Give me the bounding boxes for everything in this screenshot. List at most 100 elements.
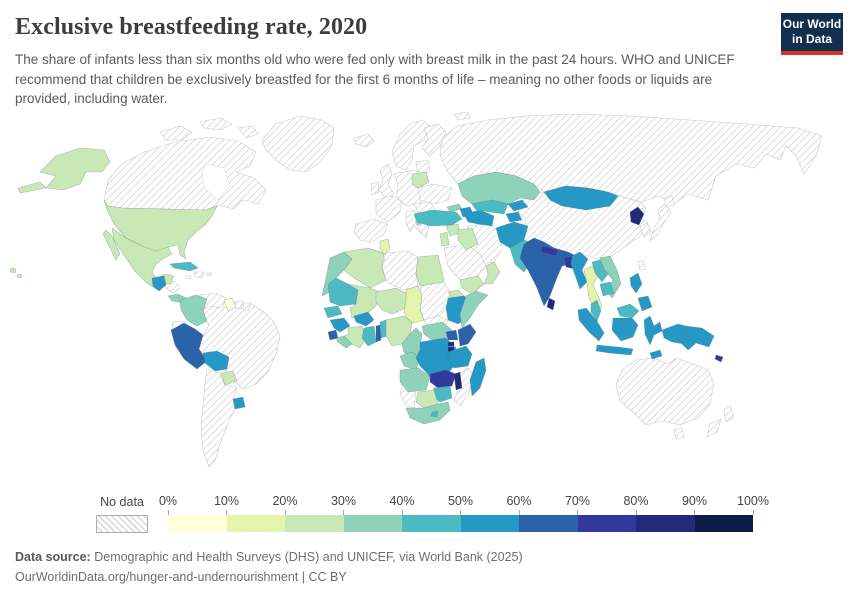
country-guatemala[interactable]	[151, 275, 167, 292]
country-svalbard[interactable]	[453, 112, 471, 121]
country-lesotho[interactable]	[430, 410, 439, 418]
country-iraq[interactable]	[457, 227, 479, 251]
country-rwanda[interactable]	[447, 341, 455, 347]
country-uganda[interactable]	[445, 329, 459, 341]
country-japan-hokkaido[interactable]	[663, 195, 675, 208]
country-new-zealand-south[interactable]	[706, 418, 722, 438]
country-mongolia[interactable]	[543, 185, 619, 211]
country-chad[interactable]	[403, 285, 425, 325]
country-philippines-mindanao[interactable]	[637, 295, 653, 312]
country-egypt[interactable]	[415, 254, 445, 287]
country-mexico[interactable]	[111, 227, 175, 291]
country-java[interactable]	[595, 344, 634, 356]
country-madagascar[interactable]	[469, 357, 487, 397]
country-ireland[interactable]	[370, 181, 380, 196]
country-peru[interactable]	[170, 322, 208, 370]
legend-color-swatch[interactable]	[519, 515, 578, 532]
country-iberia[interactable]	[353, 218, 389, 243]
country-north-korea[interactable]	[629, 206, 645, 226]
legend-color-swatch[interactable]	[460, 515, 519, 532]
legend-color-swatch[interactable]	[285, 515, 344, 532]
country-uzbekistan[interactable]	[471, 199, 509, 215]
country-senegal[interactable]	[323, 305, 343, 319]
country-baltics[interactable]	[415, 159, 431, 175]
country-hispaniola[interactable]	[193, 271, 205, 279]
country-mauritania[interactable]	[327, 277, 359, 307]
country-uruguay[interactable]	[232, 396, 246, 410]
country-jordan-israel[interactable]	[439, 231, 450, 247]
country-canada-arctic-1[interactable]	[159, 125, 193, 141]
country-tasmania[interactable]	[673, 427, 685, 440]
country-canada-arctic-3[interactable]	[237, 125, 259, 139]
country-tanzania[interactable]	[447, 345, 473, 369]
country-sulawesi[interactable]	[643, 315, 663, 346]
country-angola[interactable]	[399, 367, 431, 393]
country-sumatra[interactable]	[577, 307, 605, 342]
country-burkina-faso[interactable]	[353, 311, 375, 327]
country-libya[interactable]	[381, 250, 419, 291]
legend-color-swatch[interactable]	[694, 515, 753, 532]
legend-color-swatch[interactable]	[168, 515, 227, 532]
country-guinea[interactable]	[329, 317, 351, 333]
country-nepal[interactable]	[540, 245, 559, 257]
country-paraguay[interactable]	[220, 370, 238, 386]
country-togo[interactable]	[375, 324, 382, 343]
country-cambodia[interactable]	[599, 281, 615, 297]
country-kalimantan[interactable]	[611, 317, 639, 342]
country-new-zealand-north[interactable]	[723, 405, 735, 423]
country-sri-lanka[interactable]	[546, 297, 556, 311]
country-south-korea[interactable]	[639, 222, 652, 238]
country-algeria[interactable]	[343, 247, 387, 289]
country-india[interactable]	[519, 237, 577, 307]
owid-link[interactable]: OurWorldinData.org/hunger-and-undernouri…	[15, 570, 347, 584]
country-laos[interactable]	[591, 259, 609, 283]
no-data-swatch[interactable]	[96, 515, 148, 533]
country-cuba[interactable]	[169, 261, 199, 272]
country-jamaica[interactable]	[185, 275, 192, 280]
country-alaska[interactable]	[39, 147, 111, 191]
country-malaysia-peninsula[interactable]	[590, 299, 602, 322]
country-vietnam[interactable]	[599, 255, 622, 299]
country-kyrgyzstan[interactable]	[507, 199, 529, 212]
country-bolivia[interactable]	[202, 350, 230, 372]
country-greenland[interactable]	[261, 115, 335, 173]
country-philippines-luzon[interactable]	[629, 272, 643, 294]
legend-color-swatch[interactable]	[577, 515, 636, 532]
country-finland[interactable]	[421, 123, 447, 157]
country-scandinavia[interactable]	[391, 119, 431, 171]
country-colombia[interactable]	[179, 294, 208, 327]
country-tunisia[interactable]	[379, 238, 391, 256]
country-solomon-islands[interactable]	[714, 354, 724, 363]
country-hawaii-2[interactable]	[16, 273, 23, 279]
country-iceland[interactable]	[353, 133, 375, 148]
country-yemen[interactable]	[459, 275, 485, 295]
country-canada-arctic-2[interactable]	[199, 117, 233, 131]
country-somalia[interactable]	[459, 290, 489, 329]
legend-color-swatch[interactable]	[226, 515, 285, 532]
country-malaysia-borneo[interactable]	[616, 303, 640, 319]
country-baja[interactable]	[102, 229, 121, 261]
country-puerto-rico[interactable]	[206, 272, 213, 277]
legend-color-swatch[interactable]	[636, 515, 695, 532]
legend-color-swatch[interactable]	[402, 515, 461, 532]
country-timor[interactable]	[649, 349, 663, 360]
country-taiwan[interactable]	[637, 259, 646, 271]
country-argentina-chile[interactable]	[200, 368, 238, 468]
country-papua-new-guinea[interactable]	[681, 325, 715, 351]
country-ivory-coast[interactable]	[343, 325, 367, 349]
country-kenya[interactable]	[457, 323, 477, 347]
country-uk[interactable]	[378, 163, 395, 200]
country-australia[interactable]	[615, 357, 715, 426]
country-zambia[interactable]	[429, 369, 457, 389]
country-oman[interactable]	[483, 261, 501, 285]
country-france[interactable]	[375, 195, 403, 223]
country-liberia[interactable]	[335, 335, 353, 349]
owid-logo[interactable]: Our World in Data	[781, 13, 843, 55]
country-sudan[interactable]	[419, 281, 451, 321]
country-aleutians[interactable]	[17, 181, 47, 194]
country-japan[interactable]	[649, 203, 672, 242]
country-french-guiana[interactable]	[242, 302, 252, 312]
country-hawaii-1[interactable]	[10, 267, 17, 274]
country-ghana[interactable]	[361, 325, 377, 347]
country-congo-gabon[interactable]	[399, 351, 421, 371]
